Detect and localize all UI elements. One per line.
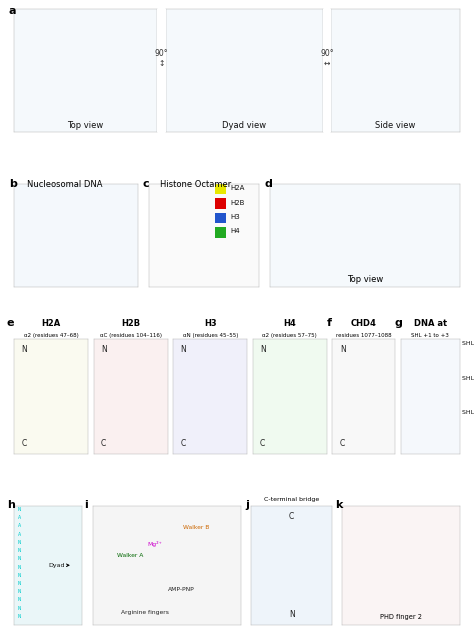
Text: DNA at: DNA at [414,319,447,327]
FancyBboxPatch shape [215,184,226,194]
Text: α2 (residues 47–68): α2 (residues 47–68) [24,333,79,338]
Text: C: C [22,439,27,449]
Text: h: h [8,500,15,510]
Text: PHD finger 2: PHD finger 2 [380,614,422,620]
Text: C: C [181,439,186,449]
Text: A: A [18,515,21,520]
Text: SHL +2: SHL +2 [462,375,474,380]
Text: CHD4: CHD4 [351,319,376,327]
Text: H3: H3 [204,319,217,327]
Text: Side view: Side view [375,121,416,130]
Text: N: N [18,589,21,594]
Text: f: f [327,319,332,328]
Text: Dyad: Dyad [48,563,69,568]
Text: b: b [9,179,17,189]
Text: residues 1077–1088: residues 1077–1088 [336,333,392,338]
Text: SHL +1: SHL +1 [462,410,474,415]
Text: Nucleosomal DNA: Nucleosomal DNA [27,180,102,189]
Text: N: N [18,507,21,512]
Text: e: e [7,319,14,328]
Text: 90°
↔: 90° ↔ [320,49,334,68]
Text: C: C [101,439,106,449]
Text: Walker B: Walker B [183,525,210,530]
Text: SHL +1 to +3: SHL +1 to +3 [411,333,449,338]
Text: Walker A: Walker A [117,553,143,558]
Text: 90°
↕: 90° ↕ [155,49,168,68]
Text: H2B: H2B [230,199,245,206]
Text: H2A: H2A [230,185,245,191]
Text: C: C [260,439,265,449]
Text: N: N [18,606,21,611]
Text: H2B: H2B [121,319,140,327]
Text: Top view: Top view [347,275,383,284]
FancyBboxPatch shape [215,198,226,209]
Text: N: N [18,557,21,562]
Text: N: N [22,345,27,354]
Text: A: A [18,523,21,528]
Text: C: C [289,512,294,521]
Text: Mg²⁺: Mg²⁺ [147,541,163,547]
Text: Arginine fingers: Arginine fingers [121,610,169,615]
Text: α2 (residues 57–75): α2 (residues 57–75) [262,333,317,338]
Text: Histone Octamer: Histone Octamer [160,180,232,189]
Text: c: c [143,179,149,189]
Text: i: i [84,500,88,510]
Text: N: N [18,548,21,553]
Text: A: A [18,531,21,536]
FancyBboxPatch shape [215,227,226,238]
Text: H3: H3 [230,214,240,220]
Text: d: d [264,179,273,189]
Text: H2A: H2A [42,319,61,327]
Text: N: N [260,345,266,354]
Text: C: C [340,439,345,449]
Text: N: N [18,598,21,603]
Text: N: N [18,581,21,586]
Text: a: a [9,6,16,16]
Text: N: N [340,345,346,354]
Text: N: N [18,573,21,578]
Text: N: N [18,540,21,545]
Text: N: N [18,614,21,619]
Text: αN (residues 45–55): αN (residues 45–55) [182,333,238,338]
Text: k: k [335,500,343,510]
Text: g: g [395,319,402,328]
Text: N: N [101,345,107,354]
Text: N: N [289,610,294,619]
Text: Top view: Top view [67,121,104,130]
Text: H4: H4 [230,228,240,235]
Text: N: N [181,345,186,354]
Text: αC (residues 104–116): αC (residues 104–116) [100,333,162,338]
Text: j: j [245,500,249,510]
Text: C-terminal bridge: C-terminal bridge [264,497,319,502]
FancyBboxPatch shape [215,213,226,223]
Text: H4: H4 [283,319,296,327]
Text: Dyad view: Dyad view [222,121,266,130]
Text: AMP-PNP: AMP-PNP [168,587,195,591]
Text: SHL +3: SHL +3 [462,341,474,346]
Text: N: N [18,565,21,570]
